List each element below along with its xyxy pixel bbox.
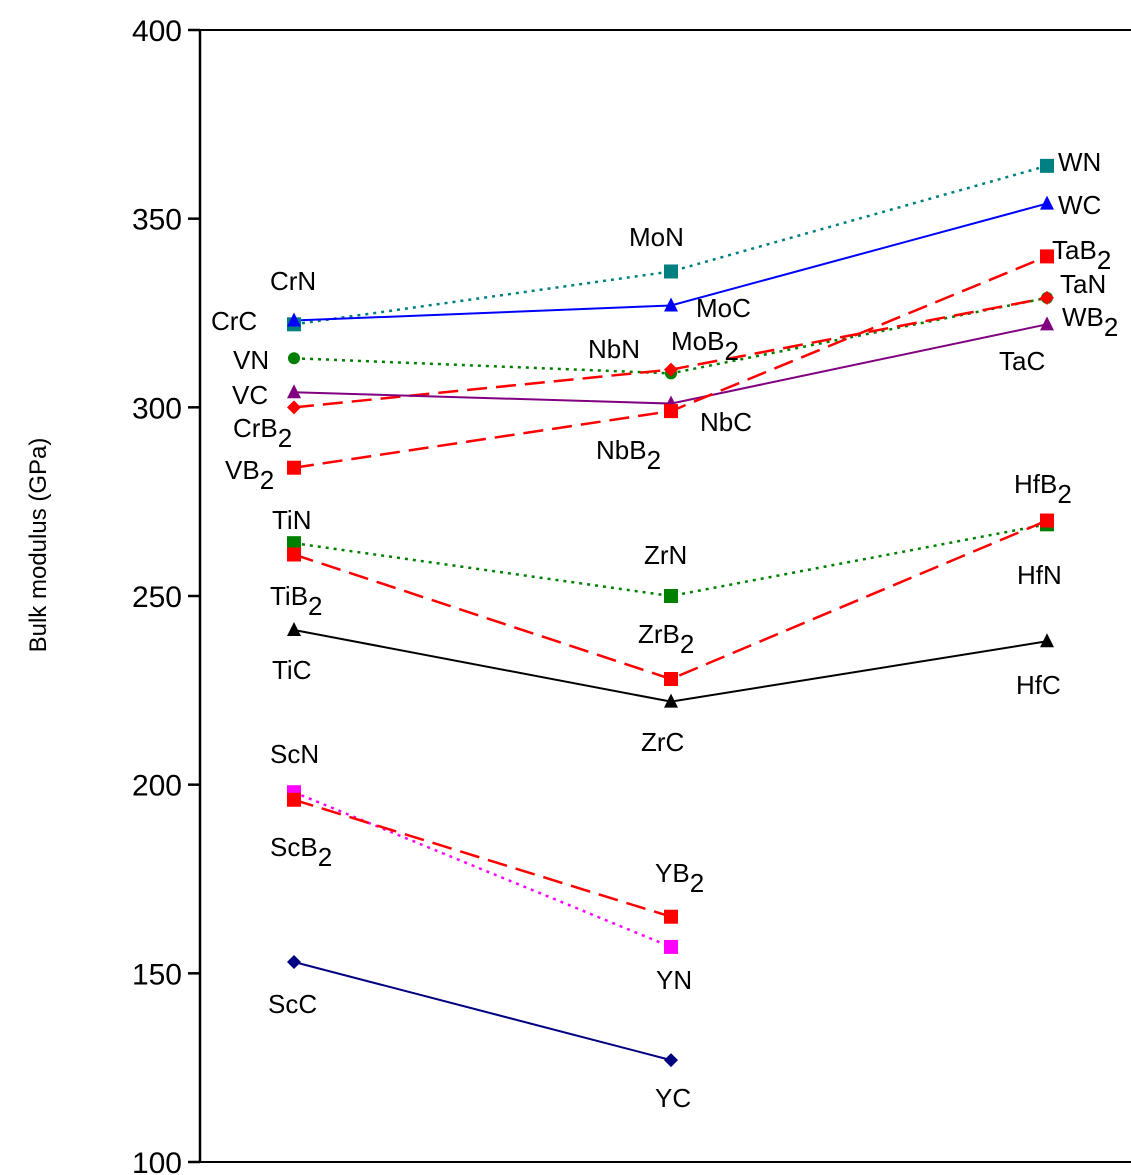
data-point (664, 589, 678, 603)
point-label: TaN (1060, 269, 1106, 299)
y-tick-label: 300 (132, 392, 182, 425)
data-point (288, 352, 300, 365)
series-line (293, 164, 1048, 326)
data-point (287, 460, 301, 475)
y-tick-label: 100 (132, 1147, 182, 1175)
data-point (1040, 290, 1054, 305)
data-point (664, 909, 678, 924)
point-label: TiB2 (270, 581, 323, 621)
data-point (1040, 316, 1054, 331)
series-markers (287, 158, 1054, 1068)
point-label: WB2 (1062, 302, 1118, 342)
point-label: MoB2 (671, 326, 739, 366)
point-label: ZrC (641, 727, 684, 757)
point-label: HfN (1017, 560, 1062, 590)
y-tick-label: 250 (132, 581, 182, 614)
point-label: HfC (1016, 670, 1061, 700)
data-point (287, 384, 301, 399)
point-label: ZrB2 (638, 619, 694, 659)
series-line (293, 519, 1048, 681)
data-point (1040, 633, 1054, 648)
data-point (287, 547, 301, 562)
point-labels: CrN MoN WN CrC MoC WC VN NbN TaN CrB2 MoB2 WB2 VC NbC… (211, 147, 1118, 1113)
point-label: NbC (700, 407, 752, 437)
data-point (664, 404, 678, 419)
data-point (1040, 195, 1054, 210)
data-point (287, 621, 301, 636)
y-tick-label: 350 (132, 204, 182, 237)
data-point (287, 312, 301, 327)
data-point (664, 693, 678, 708)
data-point (1040, 158, 1054, 173)
y-tick-label: 400 (132, 15, 182, 48)
point-label: NbB2 (596, 435, 661, 475)
point-label: TiC (272, 655, 311, 685)
point-label: TaC (999, 346, 1045, 376)
point-label: TaB2 (1052, 235, 1111, 275)
data-point (287, 792, 301, 807)
data-point (287, 955, 301, 970)
data-point (1040, 513, 1054, 528)
series-line (293, 798, 672, 918)
point-label: VC (232, 380, 268, 410)
point-label: CrN (270, 266, 316, 296)
point-label: ScC (268, 989, 317, 1019)
data-point (664, 1053, 678, 1068)
point-label: ScN (270, 739, 319, 769)
y-tick-label: 200 (132, 770, 182, 803)
point-label: WN (1058, 147, 1101, 177)
point-label: CrB2 (233, 413, 292, 453)
point-label: CrC (211, 306, 257, 336)
point-label: VN (233, 345, 269, 375)
data-point (664, 264, 678, 279)
data-point (664, 939, 678, 954)
series-line (293, 961, 672, 1062)
y-tick-label: 150 (132, 958, 182, 991)
point-label: VB2 (225, 455, 274, 495)
point-label: NbN (588, 334, 640, 364)
data-point (664, 362, 678, 377)
point-label: ScB2 (270, 832, 332, 872)
y-axis-title: Bulk modulus (GPa) (25, 438, 52, 653)
data-point (287, 536, 301, 551)
point-label: MoN (629, 222, 684, 252)
point-label: ZrN (644, 540, 687, 570)
point-label: YN (656, 965, 692, 995)
data-point (1040, 249, 1054, 264)
point-label: TiN (272, 505, 311, 535)
point-label: YC (655, 1083, 691, 1113)
series-line (293, 791, 672, 949)
point-label: MoC (696, 293, 751, 323)
point-label: HfB2 (1014, 469, 1072, 509)
data-point (287, 400, 301, 415)
data-point (664, 672, 678, 687)
data-point (664, 297, 678, 312)
point-label: YB2 (655, 858, 704, 898)
axes: 100 150 200 250 300 350 400 (132, 15, 1131, 1175)
point-label: WC (1058, 190, 1101, 220)
